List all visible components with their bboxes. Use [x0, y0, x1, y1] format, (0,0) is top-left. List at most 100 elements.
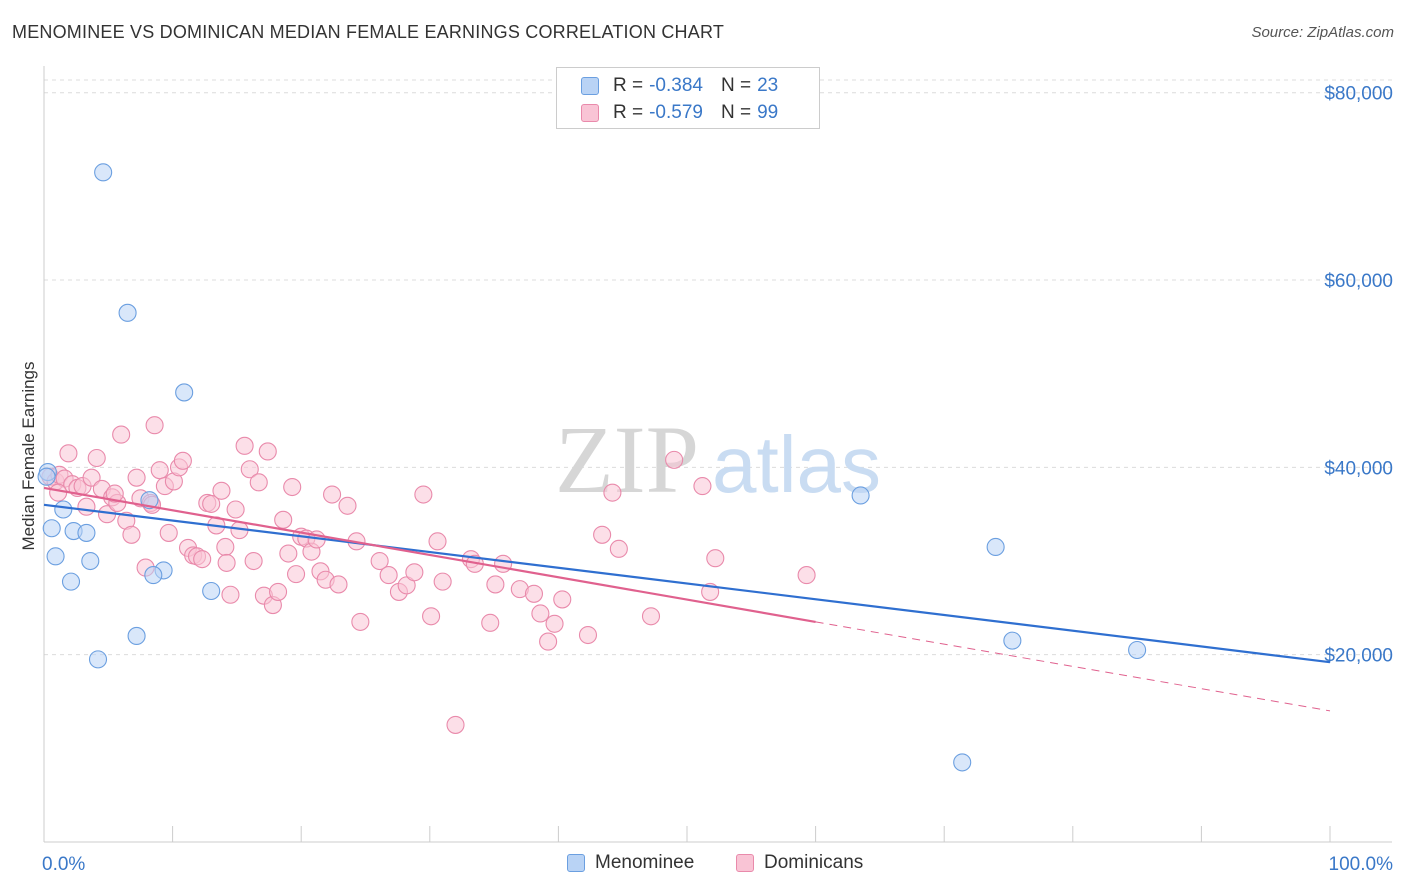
y-tick-label: $60,000 [1324, 271, 1393, 292]
r-label: R = [613, 75, 644, 96]
r-label: R = [613, 102, 644, 123]
n-value-menominee: 23 [757, 75, 779, 96]
menominee-point [127, 626, 146, 646]
dominicans-point [379, 566, 398, 585]
menominee-point [1128, 640, 1147, 660]
menominee-point [202, 581, 221, 601]
n-label: N = [720, 102, 752, 123]
dominicans-point [150, 461, 169, 480]
menominee-point [953, 753, 972, 772]
dominicans-trend-extension [815, 621, 1331, 712]
r-value-menominee: -0.384 [649, 75, 703, 96]
dominicans-point [329, 575, 348, 594]
dominicans-point [77, 497, 96, 516]
menominee-point [81, 551, 100, 571]
dominicans-point [59, 444, 78, 463]
dominicans-point [269, 582, 288, 601]
dominicans-point [127, 468, 146, 487]
y-axis-label: Median Female Earnings [19, 362, 38, 551]
dominicans-point [193, 550, 212, 569]
series-menominee [37, 163, 1147, 772]
dominicans-point [202, 494, 221, 513]
bottom-legend-dominicans[interactable]: Dominicans [736, 852, 863, 874]
dominicans-point [553, 590, 572, 609]
dominicans-point [609, 539, 628, 558]
dominicans-point [446, 715, 465, 734]
y-tick-label: $80,000 [1324, 84, 1393, 105]
dominicans-point [49, 483, 68, 502]
y-tick-label: $40,000 [1324, 458, 1393, 479]
correlation-legend: R = -0.384 N = 23 R = -0.579 N = 99 [556, 67, 820, 129]
dominicans-point [279, 544, 298, 563]
n-label: N = [720, 75, 752, 96]
dominicans-point [797, 566, 816, 585]
dominicans-point [428, 532, 447, 551]
legend-row-dominicans: R = -0.579 N = 99 [581, 101, 778, 125]
menominee-legend-label: Menominee [595, 852, 695, 873]
menominee-legend-swatch [567, 854, 585, 872]
dominicans-point [122, 525, 141, 544]
data-points [37, 163, 1147, 772]
dominicans-point [524, 584, 544, 603]
dominicans-point [422, 607, 441, 626]
bottom-legend-menominee[interactable]: Menominee [567, 852, 694, 874]
dominicans-point [258, 442, 277, 461]
dominicans-point [531, 604, 550, 623]
dominicans-point [112, 425, 131, 444]
dominicans-point [370, 551, 389, 571]
tick-labels: $20,000 $40,000 $60,000 $80,000 0.0% 100.0% [42, 84, 1393, 875]
n-value-dominicans: 99 [757, 102, 779, 123]
menominee-point [88, 650, 108, 669]
dominicans-point [145, 416, 164, 435]
dominicans-point [665, 450, 684, 469]
dominicans-point [212, 481, 231, 500]
dominicans-point [603, 483, 622, 502]
dominicans-point [244, 551, 263, 571]
dominicans-trend-line [43, 486, 816, 623]
dominicans-point [539, 632, 558, 651]
series-dominicans [41, 416, 816, 734]
x-tick-label-max: 100.0% [1329, 854, 1394, 875]
dominicans-point [545, 614, 564, 633]
dominicans-point [87, 448, 106, 468]
dominicans-point [641, 607, 661, 626]
dominicans-point [593, 525, 612, 544]
r-value-dominicans: -0.579 [649, 102, 703, 123]
dominicans-point [706, 549, 725, 568]
dominicans-legend-swatch [736, 854, 754, 872]
menominee-point [94, 163, 113, 182]
chart-title: MENOMINEE VS DOMINICAN MEDIAN FEMALE EAR… [12, 22, 725, 42]
dominicans-point [287, 565, 306, 584]
dominicans-point [274, 510, 293, 529]
menominee-swatch [581, 77, 599, 95]
x-tick-label-min: 0.0% [42, 854, 85, 875]
dominicans-swatch [581, 104, 599, 122]
dominicans-point [414, 485, 433, 504]
dominicans-point [433, 572, 452, 591]
dominicans-point [323, 485, 342, 504]
menominee-point [46, 547, 65, 566]
dominicans-point [283, 477, 302, 497]
dominicans-point [486, 575, 505, 594]
menominee-point [42, 519, 61, 538]
y-tick-label: $20,000 [1324, 646, 1393, 667]
dominicans-point [82, 468, 101, 487]
dominicans-point [405, 563, 424, 582]
menominee-point [118, 303, 137, 322]
menominee-point [54, 500, 73, 519]
axes [43, 66, 1392, 843]
dominicans-point [249, 473, 268, 492]
dominicans-point [240, 460, 259, 479]
watermark: ZIP atlas [555, 406, 881, 513]
dominicans-point [217, 553, 236, 572]
dominicans-point [351, 612, 370, 631]
dominicans-point [105, 484, 124, 503]
dominicans-legend-label: Dominicans [764, 852, 864, 873]
legend-row-menominee: R = -0.384 N = 23 [581, 74, 778, 98]
grid-lines [44, 79, 1392, 656]
dominicans-point [693, 477, 712, 496]
dominicans-point [173, 451, 192, 470]
trend-lines [43, 486, 1331, 712]
menominee-point [1003, 631, 1022, 650]
